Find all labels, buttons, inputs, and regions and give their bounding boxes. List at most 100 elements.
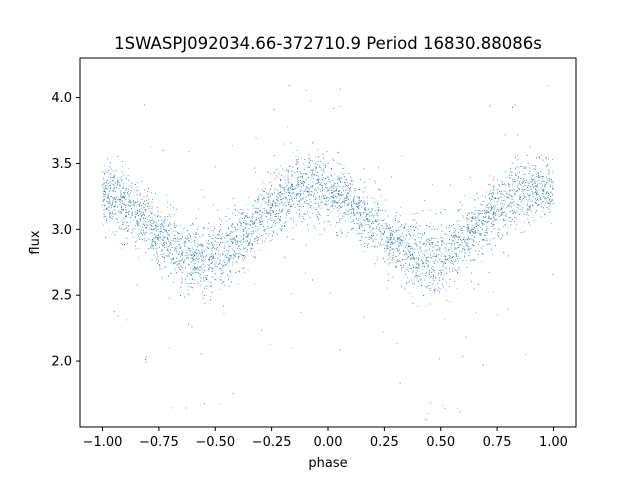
data-point [169, 215, 171, 217]
data-point [424, 250, 426, 252]
data-point [215, 279, 217, 281]
data-point [468, 230, 470, 231]
data-point [112, 202, 113, 204]
data-point [464, 226, 465, 227]
data-point [494, 204, 496, 206]
data-point [290, 204, 292, 206]
data-point [544, 198, 546, 199]
data-point [498, 216, 500, 218]
data-point [111, 207, 113, 209]
data-point [504, 211, 506, 213]
data-point [170, 204, 172, 206]
data-point [404, 246, 406, 248]
data-point [489, 189, 491, 191]
data-point [223, 313, 225, 315]
data-point [359, 227, 360, 229]
data-point [540, 183, 542, 185]
data-point [425, 250, 427, 251]
data-point [519, 198, 521, 199]
data-point [120, 210, 122, 212]
data-point [191, 241, 192, 243]
data-point [550, 181, 552, 183]
data-point [225, 232, 227, 234]
data-point [277, 197, 279, 199]
data-point [482, 195, 484, 197]
data-point [350, 218, 352, 219]
data-point [160, 238, 162, 240]
data-point [410, 235, 412, 237]
data-point [145, 228, 147, 230]
data-point [181, 250, 183, 252]
data-point [336, 207, 338, 209]
data-point [157, 247, 158, 249]
data-point [480, 204, 482, 206]
data-point [136, 209, 138, 211]
data-point [486, 227, 488, 229]
data-point [497, 179, 498, 181]
data-point [543, 189, 545, 190]
data-point [252, 218, 254, 219]
data-point [153, 245, 155, 247]
data-point [252, 243, 254, 245]
data-point [113, 201, 115, 202]
data-point [456, 256, 458, 257]
data-point [108, 194, 110, 196]
data-point [390, 233, 392, 235]
data-point [250, 250, 252, 252]
data-point [162, 226, 164, 228]
data-point [146, 196, 148, 198]
data-point [118, 187, 120, 189]
data-point [193, 241, 195, 243]
data-point [435, 288, 436, 290]
data-point [475, 217, 477, 219]
data-point [343, 202, 345, 204]
data-point [254, 200, 256, 201]
data-point [242, 231, 244, 232]
data-point [236, 236, 238, 238]
data-point [501, 210, 503, 212]
data-point [317, 192, 318, 193]
data-point [398, 245, 399, 247]
data-point [173, 261, 174, 263]
data-point [287, 178, 289, 180]
data-point [503, 195, 505, 197]
data-point [393, 261, 395, 263]
data-point [528, 215, 530, 217]
data-point [131, 214, 133, 215]
data-point [543, 213, 545, 215]
data-point [535, 198, 536, 200]
data-point [509, 203, 511, 205]
data-point [507, 205, 509, 207]
data-point [287, 202, 289, 204]
data-point [535, 202, 537, 204]
data-point [548, 158, 550, 160]
data-point [387, 239, 389, 241]
data-point [182, 228, 184, 229]
data-point [522, 191, 524, 192]
data-point [194, 242, 196, 244]
data-point [548, 169, 550, 171]
data-point [339, 106, 341, 108]
data-point [529, 167, 530, 169]
data-point [515, 228, 517, 230]
data-point [353, 213, 355, 215]
data-point [278, 177, 280, 179]
data-point [147, 202, 149, 204]
data-point [156, 258, 158, 260]
data-point [104, 187, 106, 189]
data-point [276, 210, 278, 211]
data-point [264, 240, 265, 242]
data-point [229, 259, 230, 261]
data-point [422, 234, 424, 236]
data-point [152, 199, 153, 200]
data-point [337, 195, 339, 197]
data-point [268, 196, 270, 198]
data-point [180, 269, 181, 271]
data-point [188, 254, 190, 256]
data-point [197, 281, 199, 283]
data-point [137, 210, 138, 212]
data-point [336, 197, 338, 199]
data-point [227, 253, 229, 255]
data-point [514, 193, 515, 195]
data-point [152, 229, 154, 230]
